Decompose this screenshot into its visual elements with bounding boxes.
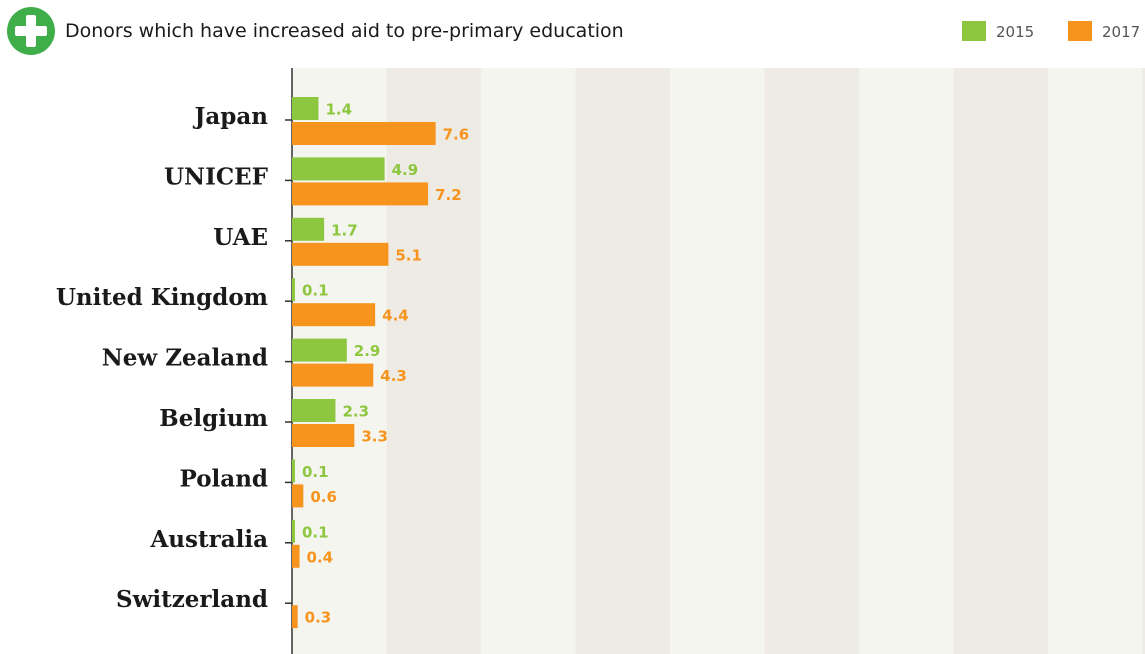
background-band	[670, 68, 765, 654]
category-label-uae: UAE	[213, 224, 268, 251]
bar-belgium-2017	[292, 424, 355, 447]
legend: 2015 2017	[962, 21, 1140, 41]
value-label-australia-2015: 0.1	[302, 523, 329, 541]
value-label-new-zealand-2015: 2.9	[354, 342, 381, 360]
legend-label-2017: 2017	[1102, 23, 1140, 41]
bar-uae-2015	[292, 217, 325, 241]
bar-switzerland-2017	[292, 605, 298, 629]
bar-united-kingdom-2017	[292, 303, 376, 327]
bar-unicef-2017	[292, 182, 429, 206]
value-label-unicef-2017: 7.2	[435, 186, 462, 204]
background-band	[1142, 68, 1145, 654]
value-label-unicef-2015: 4.9	[392, 161, 419, 179]
category-label-australia: Australia	[149, 526, 268, 553]
background-bands	[292, 68, 1145, 654]
value-label-japan-2017: 7.6	[443, 126, 470, 144]
background-band	[386, 68, 481, 654]
category-label-poland: Poland	[180, 465, 268, 492]
value-label-uae-2015: 1.7	[331, 221, 358, 239]
background-band	[764, 68, 859, 654]
legend-label-2015: 2015	[996, 23, 1034, 41]
background-band	[859, 68, 954, 654]
background-band	[953, 68, 1048, 654]
background-band	[575, 68, 670, 654]
chart-title: Donors which have increased aid to pre-p…	[65, 20, 624, 42]
background-band	[481, 68, 576, 654]
value-label-united-kingdom-2017: 4.4	[382, 307, 409, 325]
bar-uae-2017	[292, 242, 389, 266]
value-label-poland-2015: 0.1	[302, 463, 329, 481]
value-label-poland-2017: 0.6	[310, 488, 337, 506]
value-label-new-zealand-2017: 4.3	[380, 367, 407, 385]
bar-united-kingdom-2015	[292, 278, 295, 302]
legend-swatch-2017	[1068, 21, 1092, 41]
category-label-united-kingdom: United Kingdom	[56, 284, 268, 311]
bar-australia-2017	[292, 544, 300, 568]
bar-japan-2015	[292, 97, 319, 120]
value-label-japan-2015: 1.4	[325, 101, 352, 119]
bar-poland-2015	[292, 459, 295, 483]
category-label-new-zealand: New Zealand	[102, 345, 268, 372]
background-band	[1048, 68, 1143, 654]
bar-new-zealand-2015	[292, 338, 347, 362]
bar-new-zealand-2017	[292, 363, 374, 387]
value-label-belgium-2015: 2.3	[342, 403, 369, 421]
bar-japan-2017	[292, 122, 436, 145]
plus-circle-icon	[7, 7, 55, 55]
category-label-belgium: Belgium	[159, 405, 268, 432]
category-label-japan: Japan	[193, 103, 269, 130]
value-label-united-kingdom-2015: 0.1	[302, 282, 329, 300]
bar-unicef-2015	[292, 157, 385, 181]
plot-area: Japan 1.4 7.6 UNICEF 4.9 7.2 UAE 1.7 5.1 United K…	[56, 68, 469, 654]
bar-poland-2017	[292, 484, 304, 508]
value-label-australia-2017: 0.4	[307, 548, 334, 566]
bar-belgium-2015	[292, 399, 336, 422]
category-label-unicef: UNICEF	[164, 163, 269, 190]
legend-swatch-2015	[962, 21, 986, 41]
value-label-switzerland-2017: 0.3	[305, 609, 332, 627]
bar-australia-2015	[292, 519, 295, 543]
value-label-uae-2017: 5.1	[395, 246, 422, 264]
category-label-switzerland: Switzerland	[116, 586, 268, 613]
value-label-belgium-2017: 3.3	[361, 428, 388, 446]
